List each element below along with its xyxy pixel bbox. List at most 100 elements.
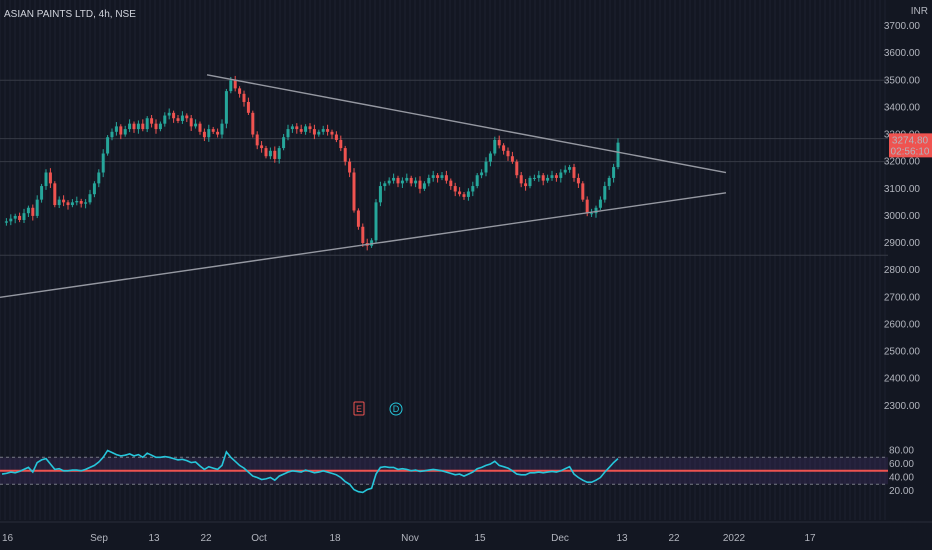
x-tick-label: 22	[668, 533, 680, 544]
horizontal-levels	[0, 79, 888, 256]
x-tick-label: 2022	[723, 533, 746, 544]
candle-body	[79, 200, 83, 204]
candle-body	[409, 177, 413, 184]
candle-body	[449, 180, 453, 187]
candle-body	[546, 177, 550, 181]
candle-body	[53, 183, 57, 206]
candle-body	[458, 191, 462, 195]
candle-body	[497, 139, 501, 146]
candle-body	[475, 175, 479, 187]
candle-body	[185, 115, 189, 119]
candle-body	[392, 177, 396, 181]
y-tick-label: 3600.00	[884, 48, 921, 59]
y-tick-label: 2900.00	[884, 238, 921, 249]
candle-body	[453, 186, 457, 192]
candle-body	[145, 118, 149, 130]
candle-body	[334, 134, 338, 140]
candle-body	[585, 199, 589, 214]
x-tick-label: Sep	[90, 533, 108, 544]
candle-body	[150, 118, 154, 124]
candle-body	[598, 199, 602, 208]
x-tick-label: Dec	[551, 533, 569, 544]
last-price-tag[interactable]	[889, 133, 932, 158]
vertical-grid	[0, 0, 886, 520]
candle-body	[194, 123, 198, 127]
candle-body	[18, 215, 22, 220]
candle-body	[141, 123, 145, 130]
candle-body	[568, 167, 572, 170]
candle-body	[62, 199, 66, 203]
candle-body	[119, 126, 123, 135]
candle-body	[220, 123, 224, 135]
candle-body	[233, 80, 237, 89]
time-axis[interactable]: 16 Sep 13 22 Oct 18 Nov 15 Dec 13 22 2022 17	[0, 521, 932, 544]
candle-body	[101, 153, 105, 173]
x-tick-label: 16	[2, 533, 14, 544]
candle-body	[576, 177, 580, 184]
dividend-marker[interactable]: D	[389, 402, 403, 416]
y-tick-label: 3500.00	[884, 75, 921, 86]
candle-body	[180, 115, 184, 121]
candle-body	[616, 142, 620, 168]
x-tick-label: 22	[200, 533, 212, 544]
trendlines[interactable]	[0, 74, 727, 298]
candle-body	[97, 172, 101, 184]
candle-body	[70, 202, 74, 206]
candle-body	[48, 172, 52, 184]
candle-body	[273, 150, 277, 159]
candle-body	[519, 175, 523, 184]
price-axis[interactable]: INR3700.003600.003500.003400.003300.0032…	[884, 0, 932, 550]
dividend-icon[interactable]	[389, 402, 403, 416]
candle-body	[502, 145, 506, 151]
candle-body	[40, 186, 44, 200]
candle-body	[515, 161, 519, 176]
candle-body	[510, 156, 514, 162]
y-tick-label: 2600.00	[884, 319, 921, 330]
candle-body	[563, 169, 567, 173]
y-tick-label: 3400.00	[884, 102, 921, 113]
candle-body	[352, 172, 356, 211]
y-tick-label: 2700.00	[884, 292, 921, 303]
candle-body	[66, 202, 70, 206]
candle-body	[541, 175, 545, 181]
support-trendline[interactable]	[0, 192, 727, 298]
candle-body	[339, 139, 343, 149]
rsi-line	[1, 449, 619, 494]
dividend-label: D	[393, 404, 400, 414]
candle-body	[462, 194, 466, 197]
candle-body	[326, 129, 330, 132]
candle-body	[312, 129, 316, 135]
candle-body	[216, 131, 220, 135]
candle-body	[405, 177, 409, 181]
x-tick-label: 15	[474, 533, 486, 544]
candle-body	[590, 213, 594, 215]
candle-body	[238, 88, 242, 94]
candle-body	[251, 112, 255, 135]
candle-body	[493, 139, 497, 154]
candle-body	[581, 183, 585, 200]
candle-body	[106, 137, 110, 154]
resistance-trendline[interactable]	[206, 74, 727, 174]
candle-body	[290, 126, 294, 130]
earnings-marker[interactable]: E	[353, 401, 365, 416]
candle-body	[132, 123, 136, 130]
candle-body	[136, 123, 140, 130]
candle-body	[211, 129, 215, 132]
candle-body	[202, 131, 206, 138]
x-tick-label: 17	[804, 533, 816, 544]
candle-body	[229, 80, 233, 92]
candle-body	[35, 199, 39, 216]
candle-body	[400, 180, 404, 184]
candle-body	[242, 93, 246, 102]
rsi-tick-label: 80.00	[889, 446, 914, 457]
earnings-icon[interactable]	[353, 401, 365, 416]
candle-body	[114, 126, 118, 132]
x-tick-label: Nov	[401, 533, 419, 544]
candle-body	[524, 183, 528, 187]
candle-body	[603, 186, 607, 200]
candle-body	[299, 129, 303, 132]
candle-body	[427, 177, 431, 184]
candle-body	[9, 218, 13, 222]
